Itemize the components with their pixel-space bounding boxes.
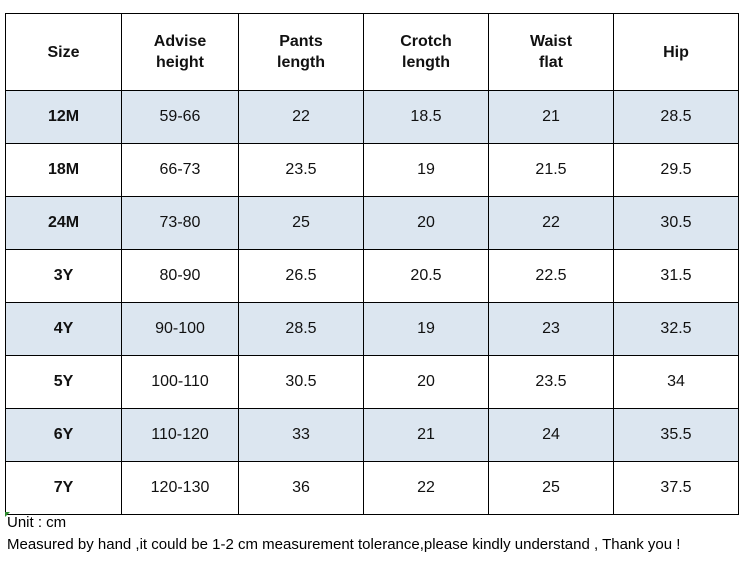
header-cell: Size [5, 13, 122, 91]
table-cell: 29.5 [613, 143, 739, 197]
table-cell: 19 [363, 302, 489, 356]
table-cell: 20.5 [363, 249, 489, 303]
table-cell: 35.5 [613, 408, 739, 462]
header-row: Size Advise height Pants length Crotch leng… [5, 13, 739, 91]
table-cell: 23.5 [488, 355, 614, 409]
table-cell: 21.5 [488, 143, 614, 197]
table-cell: 32.5 [613, 302, 739, 356]
header-cell: Waist flat [488, 13, 614, 91]
table-cell: 21 [488, 90, 614, 144]
unit-note: Unit : cm [7, 514, 67, 531]
tolerance-note: Measured by hand ,it could be 1-2 cm mea… [7, 536, 681, 553]
corner-marker [5, 512, 10, 517]
table-cell: 22 [488, 196, 614, 250]
table-cell: 90-100 [121, 302, 239, 356]
table-row: 6Y 110-120 33 21 24 35.5 [5, 408, 739, 462]
table-cell: 20 [363, 196, 489, 250]
table-cell: 26.5 [238, 249, 364, 303]
table-cell: 73-80 [121, 196, 239, 250]
table-cell: 34 [613, 355, 739, 409]
table-row: 5Y 100-110 30.5 20 23.5 34 [5, 355, 739, 409]
header-cell: Advise height [121, 13, 239, 91]
table-cell: 100-110 [121, 355, 239, 409]
table-row: 4Y 90-100 28.5 19 23 32.5 [5, 302, 739, 356]
table-cell: 110-120 [121, 408, 239, 462]
size-cell: 3Y [5, 249, 122, 303]
size-cell: 12M [5, 90, 122, 144]
size-table: Size Advise height Pants length Crotch leng… [5, 13, 739, 515]
table-cell: 31.5 [613, 249, 739, 303]
table-cell: 23.5 [238, 143, 364, 197]
size-cell: 7Y [5, 461, 122, 515]
header-cell: Hip [613, 13, 739, 91]
table-cell: 22 [363, 461, 489, 515]
table-row: 3Y 80-90 26.5 20.5 22.5 31.5 [5, 249, 739, 303]
table-cell: 30.5 [238, 355, 364, 409]
table-cell: 19 [363, 143, 489, 197]
table-cell: 28.5 [238, 302, 364, 356]
table-row: 24M 73-80 25 20 22 30.5 [5, 196, 739, 250]
size-cell: 18M [5, 143, 122, 197]
size-cell: 4Y [5, 302, 122, 356]
table-cell: 23 [488, 302, 614, 356]
table-cell: 37.5 [613, 461, 739, 515]
table-cell: 80-90 [121, 249, 239, 303]
table-row: 7Y 120-130 36 22 25 37.5 [5, 461, 739, 515]
header-cell: Crotch length [363, 13, 489, 91]
table-cell: 120-130 [121, 461, 239, 515]
table-cell: 36 [238, 461, 364, 515]
table-cell: 24 [488, 408, 614, 462]
table-row: 12M 59-66 22 18.5 21 28.5 [5, 90, 739, 144]
table-cell: 59-66 [121, 90, 239, 144]
header-cell: Pants length [238, 13, 364, 91]
table-cell: 20 [363, 355, 489, 409]
table-cell: 66-73 [121, 143, 239, 197]
table-cell: 28.5 [613, 90, 739, 144]
size-cell: 24M [5, 196, 122, 250]
size-cell: 6Y [5, 408, 122, 462]
table-cell: 22 [238, 90, 364, 144]
table-cell: 25 [238, 196, 364, 250]
table-cell: 33 [238, 408, 364, 462]
table-cell: 18.5 [363, 90, 489, 144]
table-cell: 30.5 [613, 196, 739, 250]
table-cell: 22.5 [488, 249, 614, 303]
size-cell: 5Y [5, 355, 122, 409]
table-row: 18M 66-73 23.5 19 21.5 29.5 [5, 143, 739, 197]
table-cell: 25 [488, 461, 614, 515]
table-cell: 21 [363, 408, 489, 462]
